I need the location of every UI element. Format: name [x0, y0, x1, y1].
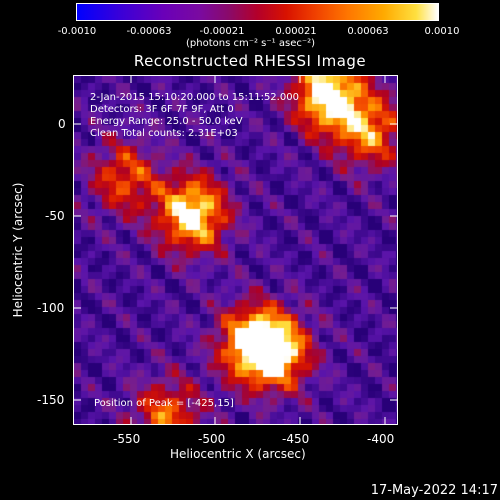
render-timestamp: 17-May-2022 14:17 [370, 483, 498, 498]
peak-position-annotation: Position of Peak = [-425,15] [94, 398, 234, 409]
chart-title: Reconstructed RHESSI Image [133, 52, 367, 70]
colorbar [76, 3, 439, 21]
y-axis-label: Heliocentric Y (arcsec) [11, 182, 25, 318]
x-tick-label: -550 [113, 432, 141, 446]
heatmap-image [74, 76, 397, 424]
energy-annotation: Energy Range: 25.0 - 50.0 keV [90, 116, 243, 127]
y-tick-label: 0 [58, 117, 66, 131]
x-tick-label: -400 [367, 432, 395, 446]
y-tick-label: -100 [37, 301, 65, 315]
clean-annotation: Clean Total counts: 2.31E+03 [90, 128, 238, 139]
colorbar-tick-label: -0.00063 [126, 26, 172, 37]
y-tick-label: -50 [45, 209, 65, 223]
colorbar-tick-label: 0.00021 [275, 26, 317, 37]
x-axis-label: Heliocentric X (arcsec) [170, 447, 306, 461]
colorbar-tick-label: 0.0010 [424, 26, 460, 37]
x-tick-label: -450 [282, 432, 310, 446]
colorbar-unit-label: (photons cm⁻² s⁻¹ asec⁻²) [186, 38, 316, 49]
y-tick-label: -150 [37, 393, 65, 407]
colorbar-tick-label: -0.0010 [57, 26, 97, 37]
colorbar-tick-label: -0.00021 [199, 26, 245, 37]
x-tick-label: -500 [198, 432, 226, 446]
time-range-annotation: 2-Jan-2015 15:10:20.000 to 15:11:52.000 [90, 92, 299, 103]
plot-area: 2-Jan-2015 15:10:20.000 to 15:11:52.000 … [73, 75, 398, 425]
colorbar-tick-label: 0.00063 [347, 26, 389, 37]
detectors-annotation: Detectors: 3F 6F 7F 9F, Att 0 [90, 104, 234, 115]
